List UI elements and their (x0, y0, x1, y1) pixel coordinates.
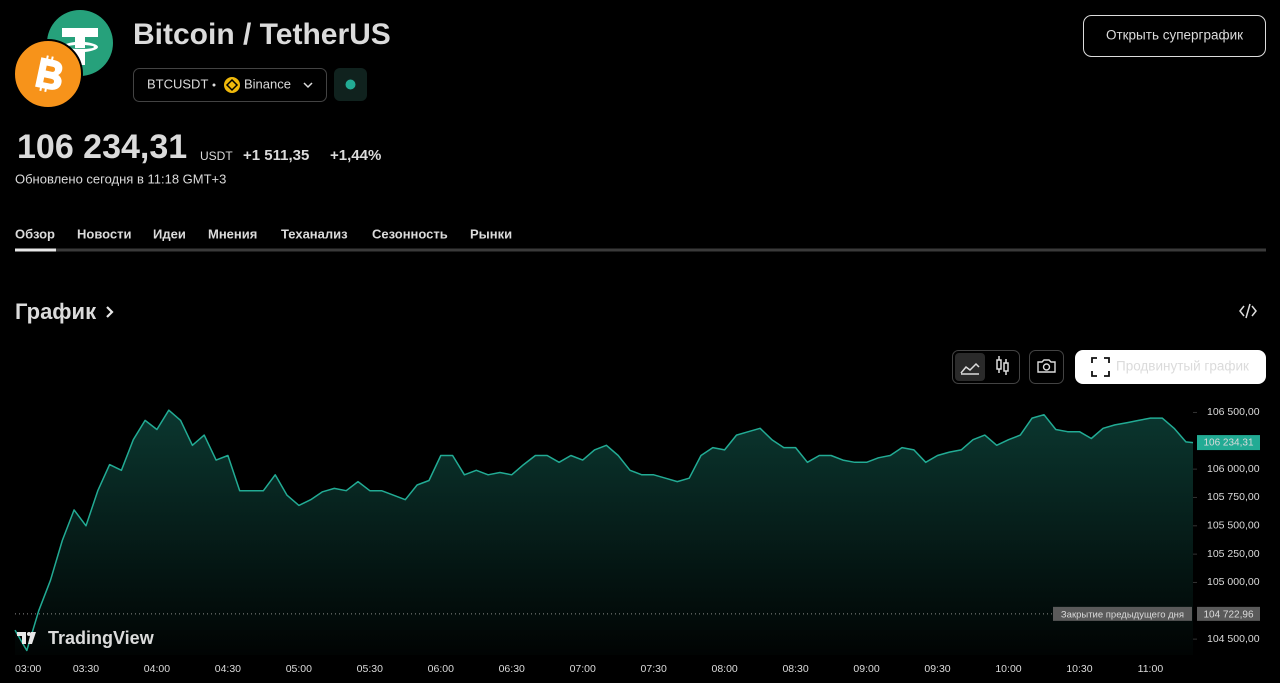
y-tick-label: 105 500,00 (1207, 520, 1260, 532)
tab[interactable]: Теханализ (281, 226, 348, 241)
x-tick-label: 10:30 (1066, 663, 1092, 675)
x-tick-label: 04:30 (215, 663, 241, 675)
x-tick-label: 05:30 (357, 663, 383, 675)
x-tick-label: 03:30 (73, 663, 99, 675)
change-percent: +1,44% (330, 147, 381, 164)
currency: USDT (200, 149, 233, 163)
tab-bar: Обзор Новости Идеи Мнения Теханализ Сезонност… (15, 226, 512, 241)
x-tick-label: 03:00 (15, 663, 41, 675)
tab[interactable]: Рынки (470, 226, 512, 241)
section-chevron (106, 306, 114, 318)
area-fill (15, 410, 1193, 655)
x-tick-label: 09:30 (924, 663, 950, 675)
x-tick-label: 06:00 (428, 663, 454, 675)
y-tick-label: 106 500,00 (1207, 406, 1260, 418)
x-tick-label: 10:00 (995, 663, 1021, 675)
x-tick-label: 07:30 (641, 663, 667, 675)
x-tick-label: 09:00 (853, 663, 879, 675)
symbol: BTCUSDT (147, 76, 208, 91)
embed-icon[interactable] (1239, 303, 1257, 319)
last-price-label: 106 234,31 (1203, 438, 1253, 449)
tab[interactable]: Мнения (208, 226, 257, 241)
x-tick-label: 05:00 (286, 663, 312, 675)
x-tick-label: 11:00 (1138, 663, 1164, 675)
last-price-bg (1197, 435, 1260, 451)
updated: Обновлено сегодня в 11:18 GMT+3 (15, 171, 226, 186)
x-tick-label: 06:30 (499, 663, 525, 675)
x-tick-label: 08:30 (782, 663, 808, 675)
previous-close-name-bg (1053, 606, 1192, 621)
advanced-chart-button[interactable]: Продвинутый график (1075, 350, 1266, 384)
price-chart: 104 500,00 105 000,00 105 250,00 105 500,00… (14, 406, 1260, 675)
exchange: Binance (244, 76, 291, 91)
y-tick-label: 104 500,00 (1207, 633, 1260, 645)
x-tick-label: 08:00 (711, 663, 737, 675)
symbol-selector[interactable]: BTCUSDT Binance (133, 68, 327, 102)
price-line (14, 409, 1194, 652)
open-supercharts-button[interactable]: Открыть суперграфик (1083, 15, 1266, 57)
watermark: TradingView (17, 628, 155, 648)
tab[interactable]: Сезонность (372, 226, 448, 241)
x-tick-label: 07:00 (570, 663, 596, 675)
chart-style-toggle (952, 350, 1020, 384)
y-tick-label: 106 000,00 (1207, 463, 1260, 475)
tab[interactable]: Идеи (153, 226, 186, 241)
snapshot-button[interactable] (1029, 350, 1064, 384)
previous-close-label: 104 722,96 (1203, 610, 1253, 621)
previous-close-name: Закрытие предыдущего дня (1061, 609, 1184, 620)
price: 106 234,31 (17, 128, 187, 166)
tab[interactable]: Новости (77, 226, 132, 241)
line-style-button[interactable] (955, 353, 985, 381)
y-tick-label: 105 000,00 (1207, 576, 1260, 588)
bitcoin-icon (13, 39, 83, 109)
tab[interactable]: Обзор (15, 226, 55, 241)
y-tick-label: 105 250,00 (1207, 548, 1260, 560)
previous-close-label-bg (1197, 606, 1260, 621)
button-label: Продвинутый график (1116, 359, 1249, 374)
title: Bitcoin / TetherUS (133, 18, 391, 51)
change: +1 511,35 (243, 147, 309, 164)
x-tick-label: 04:00 (144, 663, 170, 675)
candle-style-button[interactable] (996, 356, 1009, 375)
status-indicator (334, 68, 367, 101)
watermark-text: TradingView (48, 628, 155, 648)
section-title[interactable]: График (15, 299, 97, 324)
button-label: Открыть суперграфик (1106, 28, 1243, 43)
y-tick-label: 105 750,00 (1207, 491, 1260, 503)
